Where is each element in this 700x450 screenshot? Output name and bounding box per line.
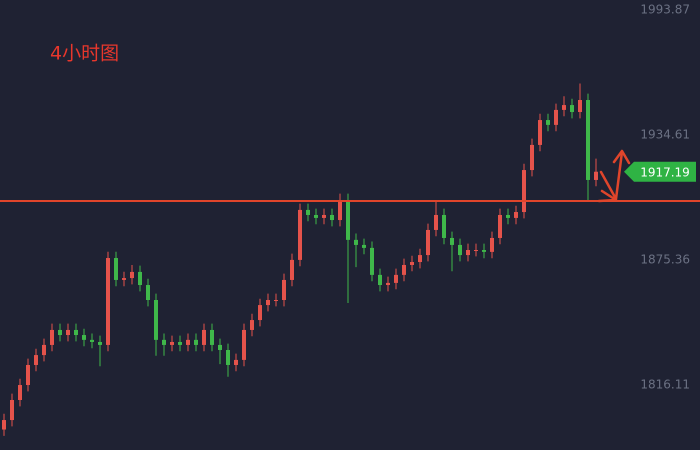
candle-body [210, 329, 214, 345]
candle-body [258, 305, 262, 321]
candle-body [218, 344, 222, 350]
candle-body [50, 329, 54, 345]
candle-body [530, 144, 534, 171]
candle-body [266, 300, 270, 306]
y-tick-label: 1934.61 [640, 128, 690, 142]
candle-body [370, 247, 374, 275]
candle-body [10, 400, 14, 421]
arrow-head [612, 149, 631, 165]
candle-body [26, 364, 30, 386]
candle-body [2, 420, 6, 430]
candle-body [250, 320, 254, 330]
candle-body [538, 120, 542, 145]
candle-body [186, 339, 190, 345]
y-tick-label: 1875.36 [640, 253, 690, 267]
candle-body [394, 274, 398, 283]
candle-body [554, 109, 558, 125]
price-tag-label: 1917.19 [640, 165, 690, 179]
candle-body [498, 214, 502, 238]
candle-body [234, 359, 238, 365]
candle-body [450, 237, 454, 245]
candle-body [194, 339, 198, 345]
candle-body [482, 250, 486, 252]
candle-body [226, 350, 230, 365]
candle-body [162, 339, 166, 345]
candle-body [66, 329, 70, 336]
candle-body [594, 171, 598, 180]
candle-body [338, 200, 342, 221]
candle-body [298, 209, 302, 260]
candle-body [578, 100, 582, 113]
candle-body [138, 271, 142, 286]
candle-body [170, 341, 174, 345]
candle-body [362, 244, 366, 248]
candle-body [466, 250, 470, 256]
candle-body [154, 300, 158, 340]
candle-body [306, 209, 310, 215]
annotation-arrows [597, 149, 631, 203]
candle-body [98, 341, 102, 345]
candle-body [570, 105, 574, 113]
candle-body [34, 355, 38, 365]
candle-body [330, 214, 334, 221]
candle-body [490, 237, 494, 252]
chart-title: 4小时图 [50, 43, 119, 65]
candle-body [410, 262, 414, 265]
candle-body [314, 214, 318, 218]
candle-body [82, 335, 86, 340]
candle-body [202, 329, 206, 345]
candle-body [130, 271, 134, 279]
candle-body [242, 329, 246, 360]
candle-body [434, 214, 438, 230]
candle-body [114, 258, 118, 280]
candle-body [442, 214, 446, 238]
candle-body [58, 329, 62, 336]
candle-body [354, 239, 358, 245]
price-tag [624, 161, 696, 182]
candle-body [386, 282, 390, 286]
candle-body [474, 250, 478, 251]
candle-body [290, 259, 294, 280]
candle-body [522, 170, 526, 213]
candle-body [146, 285, 150, 300]
candle-body [322, 214, 326, 218]
candle-body [586, 100, 590, 180]
candle-body [74, 329, 78, 336]
candle-body [122, 278, 126, 280]
candle-body [402, 264, 406, 275]
candle-body [378, 274, 382, 286]
candle-body [274, 300, 278, 301]
candle-body [562, 105, 566, 110]
y-tick-label: 1993.87 [640, 2, 690, 16]
candle-body [178, 341, 182, 345]
candle-body [282, 279, 286, 300]
candle-body [506, 214, 510, 218]
candle-body [106, 258, 110, 345]
candle-body [90, 339, 94, 342]
candle-body [42, 344, 46, 356]
candle-body [426, 229, 430, 256]
candle-body [418, 255, 422, 263]
candle-body [546, 120, 550, 125]
candle-body [514, 212, 518, 218]
candle-body [458, 244, 462, 256]
candle-body [346, 200, 350, 240]
candle-body [18, 385, 22, 400]
y-tick-label: 1816.11 [640, 378, 690, 392]
